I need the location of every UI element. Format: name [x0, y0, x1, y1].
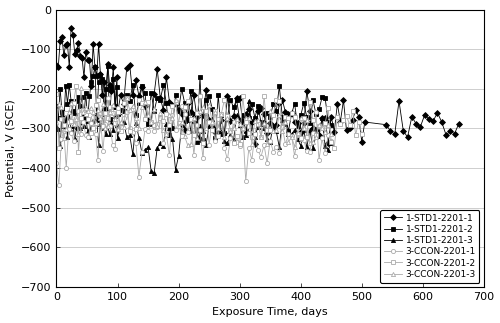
1-STD1-2201-1 [252, 142, 258, 146]
1-STD1-2201-1 [430, 119, 436, 123]
1-STD1-2201-2 [56, 117, 62, 120]
3-CCON-2201-3 [310, 140, 316, 144]
1-STD1-2201-2 [246, 116, 252, 120]
3-CCON-2201-1 [54, 162, 60, 165]
1-STD1-2201-3 [54, 124, 60, 128]
3-CCON-2201-2 [230, 141, 236, 145]
3-CCON-2201-2 [61, 123, 67, 127]
Y-axis label: Potential, V (SCE): Potential, V (SCE) [6, 99, 16, 197]
3-CCON-2201-3 [197, 109, 203, 112]
3-CCON-2201-3 [328, 132, 334, 136]
3-CCON-2201-1 [126, 126, 132, 130]
1-STD1-2201-3 [56, 127, 62, 131]
3-CCON-2201-1 [88, 121, 94, 125]
3-CCON-2201-3 [78, 86, 84, 90]
Line: 3-CCON-2201-2: 3-CCON-2201-2 [54, 84, 364, 154]
1-STD1-2201-2 [136, 101, 142, 105]
1-STD1-2201-2 [105, 64, 111, 68]
3-CCON-2201-3 [124, 96, 130, 100]
Line: 3-CCON-2201-1: 3-CCON-2201-1 [54, 96, 334, 187]
1-STD1-2201-2 [328, 123, 334, 127]
1-STD1-2201-3 [133, 121, 139, 125]
3-CCON-2201-2 [76, 151, 82, 154]
3-CCON-2201-3 [166, 114, 172, 118]
3-CCON-2201-1 [200, 157, 206, 161]
1-STD1-2201-3 [148, 169, 154, 173]
3-CCON-2201-3 [292, 145, 298, 149]
3-CCON-2201-3 [54, 120, 60, 124]
1-STD1-2201-1 [170, 103, 175, 107]
1-STD1-2201-3 [328, 141, 334, 145]
3-CCON-2201-3 [188, 142, 194, 146]
3-CCON-2201-1 [191, 153, 197, 157]
X-axis label: Exposure Time, days: Exposure Time, days [212, 307, 328, 318]
1-STD1-2201-2 [151, 109, 157, 113]
3-CCON-2201-1 [310, 131, 316, 135]
3-CCON-2201-1 [328, 139, 334, 143]
1-STD1-2201-2 [249, 102, 255, 106]
Line: 1-STD1-2201-1: 1-STD1-2201-1 [54, 26, 461, 146]
3-CCON-2201-2 [252, 132, 258, 136]
3-CCON-2201-3 [88, 106, 94, 109]
1-STD1-2201-2 [194, 140, 200, 143]
1-STD1-2201-2 [54, 104, 60, 108]
1-STD1-2201-3 [243, 133, 249, 137]
3-CCON-2201-1 [105, 96, 111, 99]
1-STD1-2201-1 [426, 117, 432, 121]
Legend: 1-STD1-2201-1, 1-STD1-2201-2, 1-STD1-2201-3, 3-CCON-2201-1, 3-CCON-2201-2, 3-CCO: 1-STD1-2201-1, 1-STD1-2201-2, 1-STD1-220… [380, 210, 480, 283]
1-STD1-2201-1 [66, 65, 72, 69]
Line: 3-CCON-2201-3: 3-CCON-2201-3 [54, 86, 334, 149]
1-STD1-2201-1 [68, 26, 74, 29]
3-CCON-2201-1 [170, 113, 175, 117]
1-STD1-2201-1 [54, 63, 60, 67]
3-CCON-2201-2 [322, 121, 328, 125]
1-STD1-2201-2 [79, 95, 85, 99]
3-CCON-2201-2 [359, 132, 365, 136]
1-STD1-2201-3 [249, 133, 255, 137]
Line: 1-STD1-2201-2: 1-STD1-2201-2 [54, 64, 334, 144]
3-CCON-2201-2 [54, 92, 60, 96]
1-STD1-2201-3 [151, 171, 157, 175]
1-STD1-2201-1 [456, 122, 462, 126]
Line: 1-STD1-2201-3: 1-STD1-2201-3 [54, 99, 334, 175]
3-CCON-2201-2 [73, 85, 79, 89]
3-CCON-2201-1 [56, 183, 62, 187]
1-STD1-2201-1 [108, 89, 114, 93]
1-STD1-2201-1 [114, 111, 120, 115]
3-CCON-2201-2 [264, 128, 270, 132]
3-CCON-2201-2 [234, 134, 239, 138]
1-STD1-2201-3 [246, 99, 252, 103]
1-STD1-2201-3 [79, 120, 85, 124]
